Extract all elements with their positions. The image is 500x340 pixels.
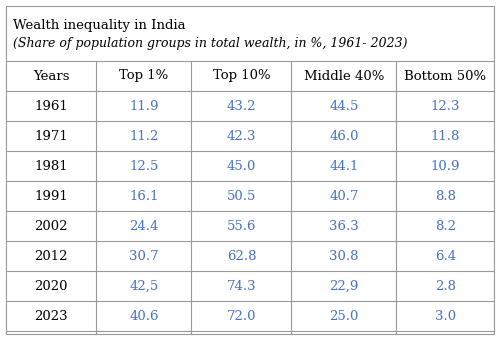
Text: 2012: 2012 [34, 250, 68, 262]
Text: Middle 40%: Middle 40% [304, 69, 384, 83]
Text: 30.8: 30.8 [329, 250, 358, 262]
Text: 74.3: 74.3 [226, 279, 256, 292]
Text: Bottom 50%: Bottom 50% [404, 69, 486, 83]
Text: 42,5: 42,5 [129, 279, 158, 292]
Text: 16.1: 16.1 [129, 189, 158, 203]
Text: 12.5: 12.5 [129, 159, 158, 172]
Text: 11.8: 11.8 [430, 130, 460, 142]
Text: 8.2: 8.2 [434, 220, 456, 233]
Text: 36.3: 36.3 [329, 220, 359, 233]
Text: Top 10%: Top 10% [212, 69, 270, 83]
Text: 50.5: 50.5 [227, 189, 256, 203]
Text: 1991: 1991 [34, 189, 68, 203]
Text: 44.5: 44.5 [330, 100, 358, 113]
Text: 44.1: 44.1 [330, 159, 358, 172]
Text: 6.4: 6.4 [434, 250, 456, 262]
Text: 3.0: 3.0 [434, 309, 456, 323]
Text: 40.6: 40.6 [129, 309, 158, 323]
Text: Years: Years [33, 69, 70, 83]
Text: 12.3: 12.3 [430, 100, 460, 113]
Text: 1961: 1961 [34, 100, 68, 113]
Text: 43.2: 43.2 [226, 100, 256, 113]
Text: 25.0: 25.0 [330, 309, 358, 323]
Text: Wealth inequality in India: Wealth inequality in India [13, 19, 186, 32]
Text: 72.0: 72.0 [226, 309, 256, 323]
Text: 10.9: 10.9 [430, 159, 460, 172]
Text: 2002: 2002 [34, 220, 68, 233]
Text: 40.7: 40.7 [329, 189, 358, 203]
Text: 42.3: 42.3 [226, 130, 256, 142]
Text: 2023: 2023 [34, 309, 68, 323]
Text: (Share of population groups in total wealth, in %, 1961- 2023): (Share of population groups in total wea… [13, 37, 407, 50]
Text: 46.0: 46.0 [329, 130, 358, 142]
Text: 1981: 1981 [34, 159, 68, 172]
Text: 8.8: 8.8 [434, 189, 456, 203]
Text: 2020: 2020 [34, 279, 68, 292]
Text: 2.8: 2.8 [434, 279, 456, 292]
Text: 11.2: 11.2 [129, 130, 158, 142]
Text: 1971: 1971 [34, 130, 68, 142]
Text: 30.7: 30.7 [129, 250, 158, 262]
Text: Top 1%: Top 1% [119, 69, 168, 83]
Text: 45.0: 45.0 [227, 159, 256, 172]
Text: 24.4: 24.4 [129, 220, 158, 233]
Text: 22,9: 22,9 [330, 279, 358, 292]
Text: 55.6: 55.6 [226, 220, 256, 233]
Text: 11.9: 11.9 [129, 100, 158, 113]
Text: 62.8: 62.8 [226, 250, 256, 262]
